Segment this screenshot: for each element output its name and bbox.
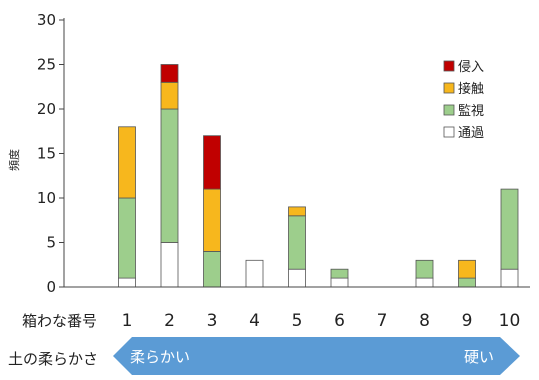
y-axis-label: 頻度 (7, 149, 21, 171)
legend-swatch (443, 104, 455, 116)
bar-segment-3-series-2 (203, 188, 221, 252)
bar-segment-3-series-1 (203, 250, 221, 288)
legend-swatch (443, 60, 455, 72)
bar-segment-5-series-1 (288, 215, 306, 270)
bar-segment-2-series-2 (160, 81, 179, 110)
legend-label: 接触 (458, 81, 484, 97)
category-label: 10 (499, 311, 521, 331)
legend-label: 通過 (458, 126, 484, 141)
category-axis-label: 箱わな番号 (22, 312, 97, 330)
category-label: 4 (249, 311, 260, 331)
y-tick-label: 20 (37, 100, 56, 118)
legend-swatch (443, 82, 455, 94)
bar-segment-4-series-0 (245, 259, 264, 288)
y-tick-label: 25 (37, 56, 56, 74)
category-label: 6 (334, 311, 345, 331)
bar-segment-1-series-2 (118, 126, 136, 199)
y-tick-label: 15 (37, 145, 56, 163)
category-label: 8 (419, 311, 430, 331)
bar-segment-9-series-1 (458, 277, 476, 288)
bar-segment-10-series-1 (500, 188, 519, 270)
legend-label: 監視 (458, 103, 484, 119)
bar-segment-1-series-0 (118, 277, 136, 288)
soil-soft-text: 柔らかい (130, 348, 190, 366)
y-axis-ticks: 0 5 10 15 20 25 30 (37, 11, 64, 296)
axes (63, 18, 530, 288)
bar-segment-8-series-1 (415, 259, 434, 279)
y-tick-label: 5 (46, 234, 56, 252)
category-label: 7 (377, 311, 388, 331)
category-label: 1 (122, 311, 133, 331)
legend-label: 侵入 (458, 59, 484, 75)
y-tick-label: 30 (37, 11, 56, 29)
bars (118, 64, 519, 288)
soil-hard-text: 硬い (464, 348, 494, 366)
soil-softness-label: 土の柔らかさ (8, 350, 98, 368)
bar-segment-5-series-2 (288, 206, 306, 217)
bar-segment-9-series-2 (458, 259, 476, 279)
bar-segment-2-series-0 (160, 242, 179, 288)
bar-segment-2-series-3 (160, 64, 179, 83)
category-label: 3 (207, 311, 218, 331)
bar-segment-6-series-1 (330, 268, 349, 279)
bar-segment-6-series-0 (330, 277, 349, 288)
bar-segment-10-series-0 (500, 268, 519, 288)
bar-segment-2-series-1 (160, 108, 179, 243)
category-label: 5 (292, 311, 303, 331)
y-tick-label: 10 (37, 189, 56, 207)
legend-swatch (443, 126, 455, 138)
y-tick-label: 0 (46, 278, 56, 296)
bar-segment-1-series-1 (118, 197, 136, 279)
bar-segment-3-series-3 (203, 135, 221, 190)
category-label: 2 (164, 311, 175, 331)
bar-segment-5-series-0 (288, 268, 306, 288)
category-label: 9 (462, 311, 473, 331)
soil-softness-arrow (113, 337, 520, 375)
bar-segment-8-series-0 (415, 277, 434, 288)
category-labels: 1 2 3 4 5 6 7 8 9 10 (122, 311, 521, 331)
